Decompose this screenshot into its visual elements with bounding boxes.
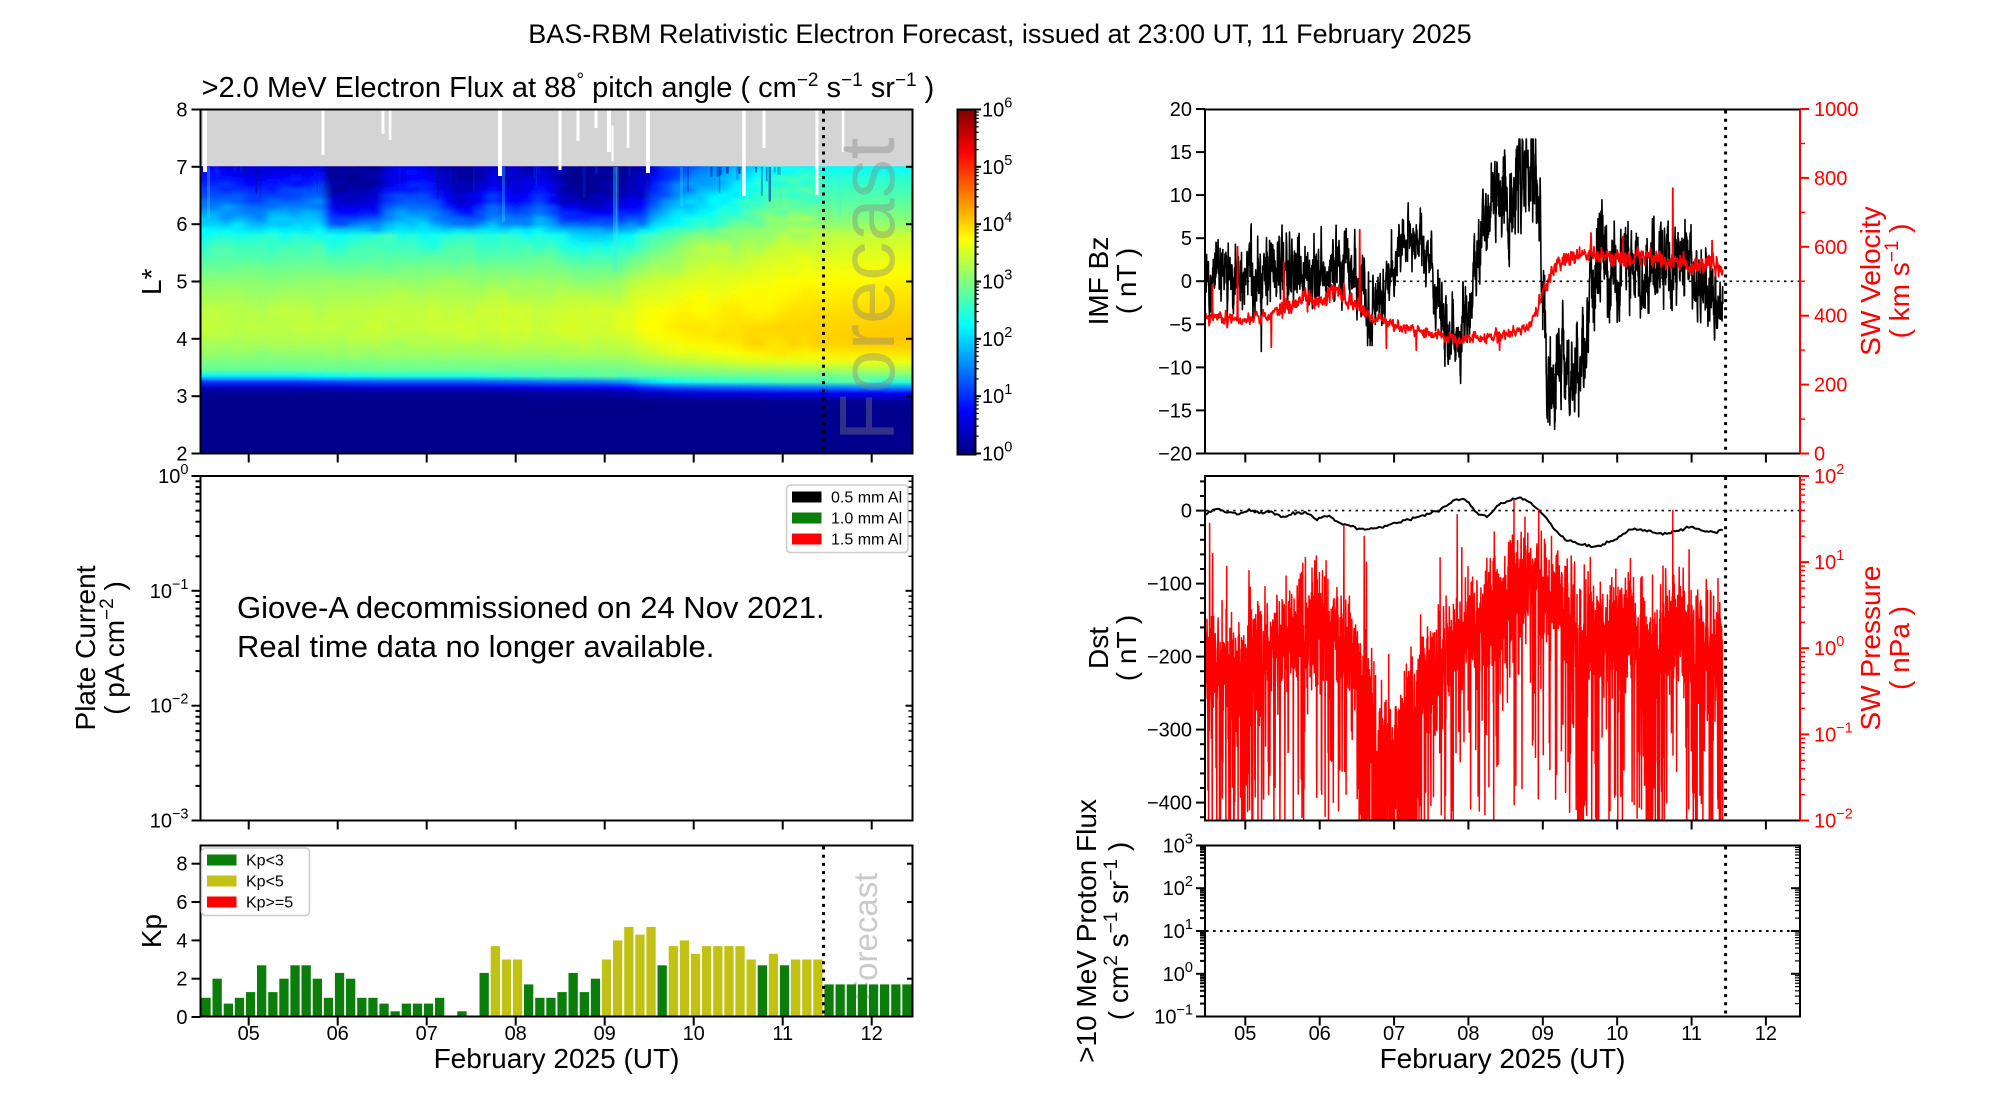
svg-text:Forecast: Forecast xyxy=(823,137,911,441)
svg-text:Real time data no longer avail: Real time data no longer available. xyxy=(237,629,714,664)
svg-text:( nT ): ( nT ) xyxy=(1111,248,1142,314)
svg-text:Dst: Dst xyxy=(1083,627,1114,669)
svg-text:10: 10 xyxy=(1170,185,1192,207)
svg-text:08: 08 xyxy=(1457,1023,1479,1045)
svg-text:( km s−1 ): ( km s−1 ) xyxy=(1882,224,1915,339)
svg-text:>2.0 MeV Electron Flux at 88°: >2.0 MeV Electron Flux at 88° pitch angl… xyxy=(202,70,935,104)
svg-text:BAS-RBM Relativistic Electron: BAS-RBM Relativistic Electron Forecast, … xyxy=(528,19,1471,49)
svg-text:4: 4 xyxy=(176,329,187,351)
svg-text:08: 08 xyxy=(505,1023,527,1045)
svg-text:2: 2 xyxy=(176,969,187,991)
svg-text:11: 11 xyxy=(1681,1023,1702,1045)
svg-text:6: 6 xyxy=(176,214,187,236)
svg-text:09: 09 xyxy=(1532,1023,1554,1045)
svg-text:>10 MeV Proton Flux: >10 MeV Proton Flux xyxy=(1071,799,1102,1063)
svg-text:10−2: 10−2 xyxy=(1814,807,1853,833)
svg-text:SW Pressure: SW Pressure xyxy=(1855,566,1886,731)
svg-text:8: 8 xyxy=(176,100,187,122)
svg-text:Kp: Kp xyxy=(136,914,167,948)
svg-text:05: 05 xyxy=(1234,1023,1256,1045)
svg-text:−10: −10 xyxy=(1158,357,1192,379)
svg-text:0: 0 xyxy=(176,1007,187,1029)
svg-text:05: 05 xyxy=(238,1023,260,1045)
svg-text:8: 8 xyxy=(176,854,187,876)
svg-text:06: 06 xyxy=(1309,1023,1331,1045)
svg-text:15: 15 xyxy=(1170,142,1192,164)
svg-text:1.5 mm Al: 1.5 mm Al xyxy=(831,532,902,549)
svg-text:10: 10 xyxy=(1606,1023,1628,1045)
svg-text:07: 07 xyxy=(1383,1023,1405,1045)
svg-text:Plate Current: Plate Current xyxy=(70,565,101,730)
svg-text:February 2025 (UT): February 2025 (UT) xyxy=(1380,1043,1626,1074)
svg-text:2: 2 xyxy=(176,444,187,466)
svg-text:Kp>=5: Kp>=5 xyxy=(246,895,293,912)
svg-text:Forecast: Forecast xyxy=(847,873,884,1001)
svg-text:SW Velocity: SW Velocity xyxy=(1855,206,1886,355)
svg-text:20: 20 xyxy=(1170,99,1192,121)
svg-text:3: 3 xyxy=(176,386,187,408)
svg-text:800: 800 xyxy=(1814,168,1847,190)
svg-text:Kp<3: Kp<3 xyxy=(246,853,284,870)
svg-text:−15: −15 xyxy=(1158,400,1192,422)
svg-text:400: 400 xyxy=(1814,306,1847,328)
svg-text:0: 0 xyxy=(1181,271,1192,293)
svg-text:February 2025 (UT): February 2025 (UT) xyxy=(434,1043,680,1074)
svg-text:0: 0 xyxy=(1181,501,1192,523)
svg-text:7: 7 xyxy=(176,157,187,179)
svg-text:L*: L* xyxy=(136,268,167,295)
svg-text:−100: −100 xyxy=(1147,574,1192,596)
svg-text:06: 06 xyxy=(327,1023,349,1045)
svg-text:12: 12 xyxy=(1755,1023,1777,1045)
svg-text:−400: −400 xyxy=(1147,793,1192,815)
svg-text:09: 09 xyxy=(594,1023,616,1045)
svg-text:1000: 1000 xyxy=(1814,99,1859,121)
svg-text:4: 4 xyxy=(176,930,187,952)
svg-text:600: 600 xyxy=(1814,237,1847,259)
svg-text:−5: −5 xyxy=(1169,314,1192,336)
svg-text:0: 0 xyxy=(1814,444,1825,466)
svg-text:0.5 mm Al: 0.5 mm Al xyxy=(831,490,902,507)
svg-text:10: 10 xyxy=(683,1023,705,1045)
svg-text:200: 200 xyxy=(1814,375,1847,397)
svg-text:−200: −200 xyxy=(1147,647,1192,669)
svg-text:5: 5 xyxy=(176,272,187,294)
svg-text:IMF Bz: IMF Bz xyxy=(1083,237,1114,326)
svg-text:( nPa ): ( nPa ) xyxy=(1884,606,1915,690)
svg-text:( nT ): ( nT ) xyxy=(1111,615,1142,681)
svg-text:1.0 mm Al: 1.0 mm Al xyxy=(831,511,902,528)
svg-text:07: 07 xyxy=(416,1023,438,1045)
svg-text:5: 5 xyxy=(1181,228,1192,250)
svg-text:−20: −20 xyxy=(1158,444,1192,466)
svg-text:10−3: 10−3 xyxy=(150,807,189,833)
svg-text:6: 6 xyxy=(176,892,187,914)
svg-text:11: 11 xyxy=(772,1023,793,1045)
svg-text:−300: −300 xyxy=(1147,720,1192,742)
svg-text:Giove-A decommissioned on 24 N: Giove-A decommissioned on 24 Nov 2021. xyxy=(237,590,825,625)
svg-text:12: 12 xyxy=(861,1023,883,1045)
svg-text:Kp<5: Kp<5 xyxy=(246,874,284,891)
